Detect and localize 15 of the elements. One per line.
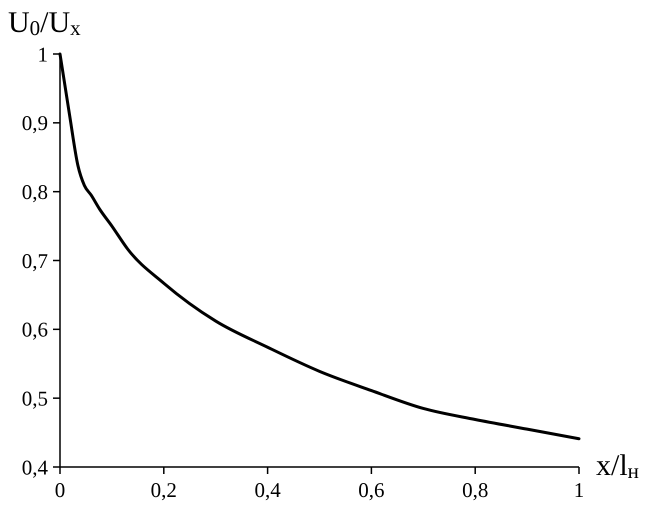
x-tick-label: 0,4 bbox=[254, 478, 282, 502]
y-tick-label: 1 bbox=[38, 42, 48, 66]
y-tick-label: 0,6 bbox=[22, 318, 48, 342]
x-tick-label: 0,6 bbox=[358, 478, 385, 502]
x-tick-label: 0,2 bbox=[150, 478, 177, 502]
x-tick-label: 1 bbox=[574, 478, 584, 502]
y-tick-label: 0,8 bbox=[22, 180, 48, 204]
y-tick-label: 0,4 bbox=[22, 455, 48, 480]
y-tick-label: 0,5 bbox=[22, 386, 48, 411]
x-axis-title: x/l$_{н}$ bbox=[596, 449, 639, 484]
x-tick-label: 0,8 bbox=[462, 478, 488, 502]
y-axis-title: U$_{0}$/U$_{x}$ bbox=[8, 6, 82, 40]
y-tick-label: 0,9 bbox=[22, 111, 48, 136]
y-tick-label: 0,7 bbox=[22, 248, 48, 273]
x-tick-label: 0 bbox=[54, 478, 66, 502]
